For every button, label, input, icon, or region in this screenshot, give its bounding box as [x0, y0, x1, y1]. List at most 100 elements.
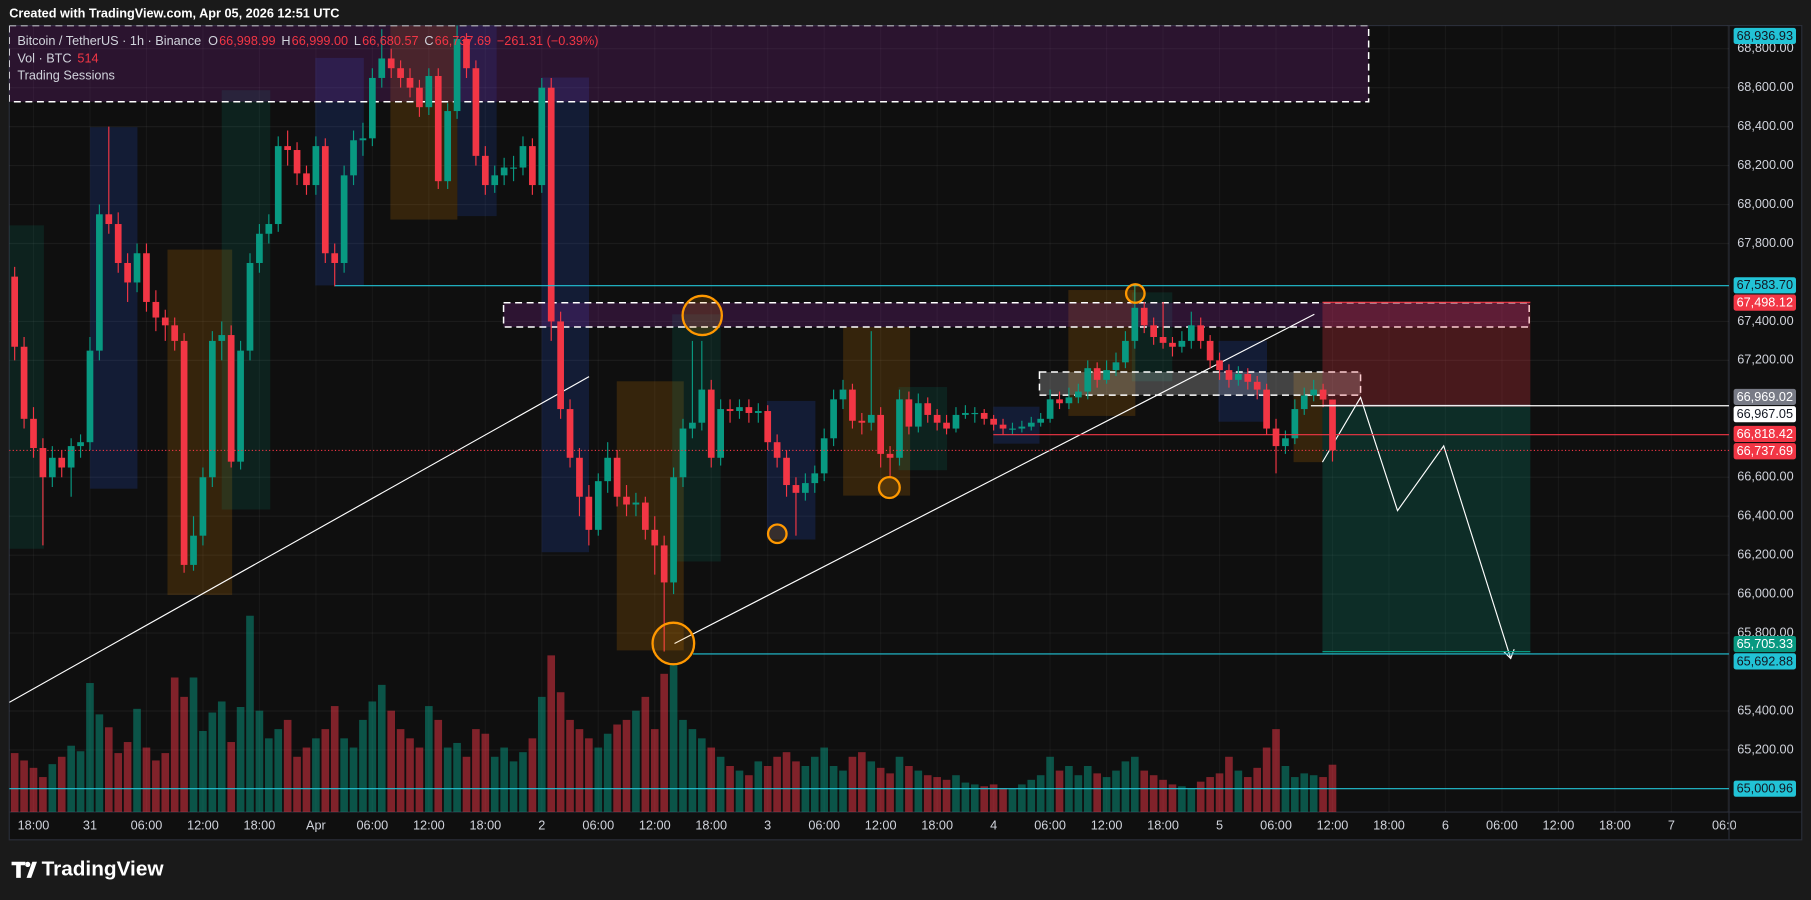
volume-bar	[189, 677, 198, 813]
volume-bar	[312, 738, 320, 813]
price-tag	[1733, 635, 1796, 653]
candle-body	[717, 409, 724, 458]
y-tick-label: 67,800.00	[1737, 236, 1793, 250]
candle-body	[632, 502, 640, 505]
legend-key: O	[208, 34, 218, 48]
candle-body	[1216, 360, 1223, 371]
volume-bar	[67, 745, 75, 813]
candle-body	[1018, 426, 1026, 429]
y-tick-label: 65,800.00	[1737, 625, 1793, 639]
candle-body	[1329, 399, 1336, 451]
x-tick-label: 18:00	[469, 818, 501, 832]
candle-body	[425, 75, 433, 108]
candle-body	[1282, 438, 1289, 447]
volume-bar	[594, 747, 603, 813]
volume-bar	[716, 756, 725, 813]
created-caption: Created with TradingView.com, Apr 05, 20…	[9, 6, 339, 20]
candle-body	[613, 457, 621, 497]
candle-body	[566, 409, 574, 458]
volume-bar	[1187, 789, 1196, 813]
candle-body	[246, 262, 254, 351]
candle-body	[707, 389, 715, 458]
candle-body	[171, 325, 179, 341]
price-tag	[1733, 27, 1796, 45]
candle-body	[510, 167, 517, 169]
candle-body	[312, 146, 320, 186]
volume-bar	[104, 727, 113, 813]
volume-bar	[537, 696, 546, 813]
candle-body	[585, 496, 593, 530]
candle-body	[679, 428, 687, 478]
candle-body	[265, 224, 273, 234]
volume-bar	[217, 701, 226, 813]
y-tick-label: 68,200.00	[1737, 158, 1793, 172]
candle-body	[359, 138, 367, 141]
volume-bar	[1319, 777, 1327, 813]
volume-bar	[180, 696, 188, 813]
legend-key: H	[281, 34, 290, 48]
candle-body	[736, 407, 743, 412]
y-tick-label: 68,600.00	[1737, 80, 1793, 94]
x-tick-label: 06:00	[131, 818, 163, 832]
volume-bar	[1234, 770, 1243, 813]
y-tick-label: 68,800.00	[1737, 41, 1793, 55]
candle-body	[783, 457, 790, 486]
y-tick-label: 66,600.00	[1737, 470, 1793, 484]
volume-bar	[283, 719, 292, 813]
volume-bar	[114, 753, 123, 813]
marker-circle	[651, 621, 696, 666]
volume-bar	[1149, 775, 1158, 813]
legend-value: 66,999.00	[292, 34, 348, 48]
volume-bar	[867, 761, 876, 813]
volume-bar	[1093, 773, 1101, 813]
candle-body	[1319, 389, 1327, 400]
candle-body	[1310, 389, 1318, 396]
volume-bar	[368, 701, 377, 813]
x-tick-label: 06:00	[808, 818, 840, 832]
volume-bar	[255, 710, 264, 813]
chart-panel	[8, 24, 1803, 841]
candle-body	[1263, 389, 1270, 429]
candle-body	[237, 350, 244, 462]
legend-change: −261.31 (−0.39%)	[497, 34, 599, 48]
candle-body	[519, 146, 527, 168]
volume-bar	[1243, 777, 1252, 813]
volume-bar	[48, 764, 57, 813]
volume-bar	[123, 742, 132, 813]
volume-bar	[1291, 777, 1299, 813]
volume-bar	[443, 747, 452, 813]
volume-bar	[302, 747, 311, 813]
volume-bar	[415, 747, 424, 813]
volume-bar	[810, 756, 819, 813]
candle-body	[1027, 422, 1035, 427]
volume-bar	[434, 719, 443, 813]
volume-bar	[1131, 756, 1139, 813]
candle-body	[463, 38, 470, 69]
resistance-zone	[502, 301, 1530, 328]
candle-body	[369, 77, 376, 139]
volume-bar	[1074, 775, 1083, 813]
volume-bar	[603, 733, 612, 813]
symbol: Bitcoin / TetherUS · 1h · Binance	[17, 34, 201, 48]
candle-body	[698, 389, 706, 423]
volume-bar	[274, 729, 283, 813]
price-tag-label: 67,498.12	[1737, 296, 1793, 310]
x-tick-label: 12:00	[1317, 818, 1349, 832]
candle-body	[1074, 391, 1082, 398]
price-tag-label: 68,936.93	[1737, 29, 1793, 43]
candle-body	[754, 411, 762, 413]
marker-circle	[766, 523, 788, 545]
candle-body	[58, 457, 66, 468]
candle-body	[943, 422, 950, 429]
session-box	[167, 249, 233, 595]
price-tag	[1733, 388, 1796, 405]
candle-body	[491, 175, 499, 186]
volume-bar	[509, 761, 518, 813]
candle-body	[933, 414, 941, 423]
legend-value: 66,737.69	[435, 34, 491, 48]
volume-bar	[519, 752, 527, 813]
volume-bar	[650, 729, 659, 813]
candle-body	[180, 340, 188, 565]
volume-bar	[923, 775, 932, 813]
candle-body	[303, 173, 310, 186]
